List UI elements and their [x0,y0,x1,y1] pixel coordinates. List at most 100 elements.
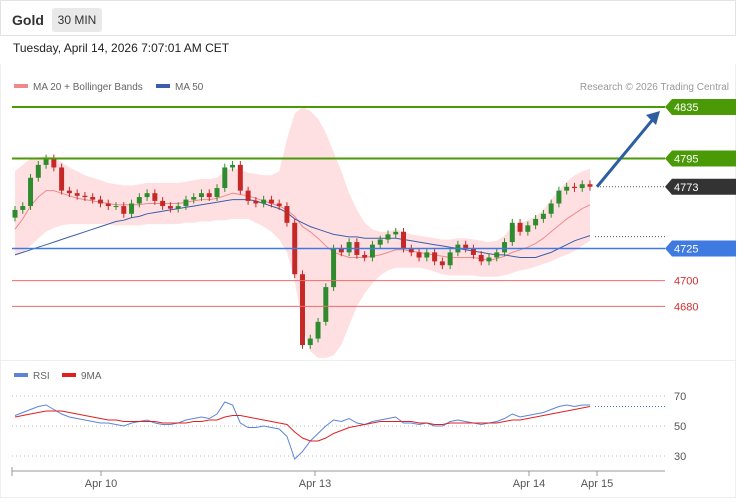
candle-body [377,239,383,245]
legend-swatch [14,373,28,377]
candle-body [59,167,65,191]
candle-body [323,287,329,322]
resistance-tag [665,150,736,167]
candle-body [144,193,150,198]
rsi-tick-label: 50 [674,421,686,433]
candle-body [43,158,49,165]
candle-body [416,252,422,258]
candle-body [432,252,438,262]
candle-body [307,338,313,345]
candle-body [222,167,228,189]
candle-body [470,248,476,255]
rsi-tick-label: 70 [674,391,686,403]
candle-body [540,213,546,219]
candle-body [439,261,445,266]
candle-body [564,186,570,191]
candle-body [517,222,523,232]
candle-body [533,218,539,226]
timeframe-button[interactable]: 30 MIN [52,8,102,32]
candle-body [571,186,577,189]
candle-body [284,206,290,223]
weak-level-label: 4680 [674,301,698,313]
candle-body [214,188,220,198]
candle-body [393,231,399,235]
candle-body [331,248,337,288]
candle-body [502,242,508,253]
candle-body [447,252,453,266]
price-chart: 4835 4795 4773 4725 4700 4680 MA 20 + Bolling… [12,82,736,358]
legend-swatch [156,84,170,88]
candle-body [35,164,41,178]
candle-body [12,209,18,218]
forecast-arrow-head [646,111,660,125]
candle-body [300,274,305,345]
support-tag [665,240,736,257]
candle-body [237,164,243,191]
rsi-tick-label: 30 [674,451,686,463]
candle-body [579,184,585,189]
candle-body [346,242,352,253]
rsi-panel: 70 50 30 RSI 9MA Apr 10 Apr 13 Apr 14 Apr 15 [0,360,736,498]
candle-body [152,193,158,201]
candle-body [129,203,135,214]
candle-body [548,203,554,214]
candle-body [20,206,26,210]
candle-body [74,193,80,196]
candle-body [276,203,282,207]
legend-label: MA 20 + Bollinger Bands [33,82,143,93]
candle-body [261,199,267,204]
candle-body [230,164,236,168]
legend-label: 9MA [81,371,102,382]
ma50-line [14,199,591,258]
candle-body [315,321,321,339]
support-label: 4725 [674,244,698,256]
resistance-label: 4835 [674,102,698,114]
candle-body [385,234,391,240]
price-panel: 4835 4795 4773 4725 4700 4680 MA 20 + Bolling… [0,64,736,360]
candle-body [556,190,562,204]
candle-body [97,199,103,204]
candle-body [369,244,375,258]
header-bar: Gold 30 MIN [0,0,736,36]
last-price-tag [665,178,736,195]
candle-body [113,206,119,208]
candle-body [509,222,515,243]
candle-body [268,199,274,204]
legend-swatch [14,84,28,88]
candle-body [66,190,72,194]
candle-body [160,200,166,207]
candle-body [199,193,204,198]
last-price-label: 4773 [674,182,698,194]
resistance-tag [665,99,736,115]
time-axis-label: Apr 10 [85,478,117,490]
candle-body [175,206,181,209]
candle-body [82,195,88,198]
candle-body [401,231,406,249]
weak-level-label: 4700 [674,276,698,288]
candle-body [587,184,593,187]
rsi-line [14,401,590,460]
instrument-title: Gold [12,12,44,28]
candle-body [51,158,57,168]
candle-body [463,244,469,249]
candle-body [90,197,96,200]
resistance-label: 4795 [674,153,698,165]
candle-body [245,190,251,201]
ma20-line [14,190,591,261]
forecast-arrow-line [595,117,656,188]
legend-label: RSI [33,371,50,382]
candle-body [28,177,34,207]
candle-body [105,203,111,207]
legend-label: MA 50 [175,82,204,93]
time-axis-label: Apr 15 [581,478,613,490]
candle-body [338,248,344,253]
candle-body [121,206,127,214]
date-label: Tuesday, April 14, 2026 7:07:01 AM CET [13,41,230,55]
candle-body [486,257,492,262]
candle-body [191,197,197,200]
rsi-ma-line [14,406,591,442]
candle-body [253,200,259,204]
bollinger-band-area [15,107,590,358]
rsi-chart: 70 50 30 RSI 9MA Apr 10 Apr 13 Apr 14 Apr 15 [11,371,686,490]
candle-body [362,254,368,258]
